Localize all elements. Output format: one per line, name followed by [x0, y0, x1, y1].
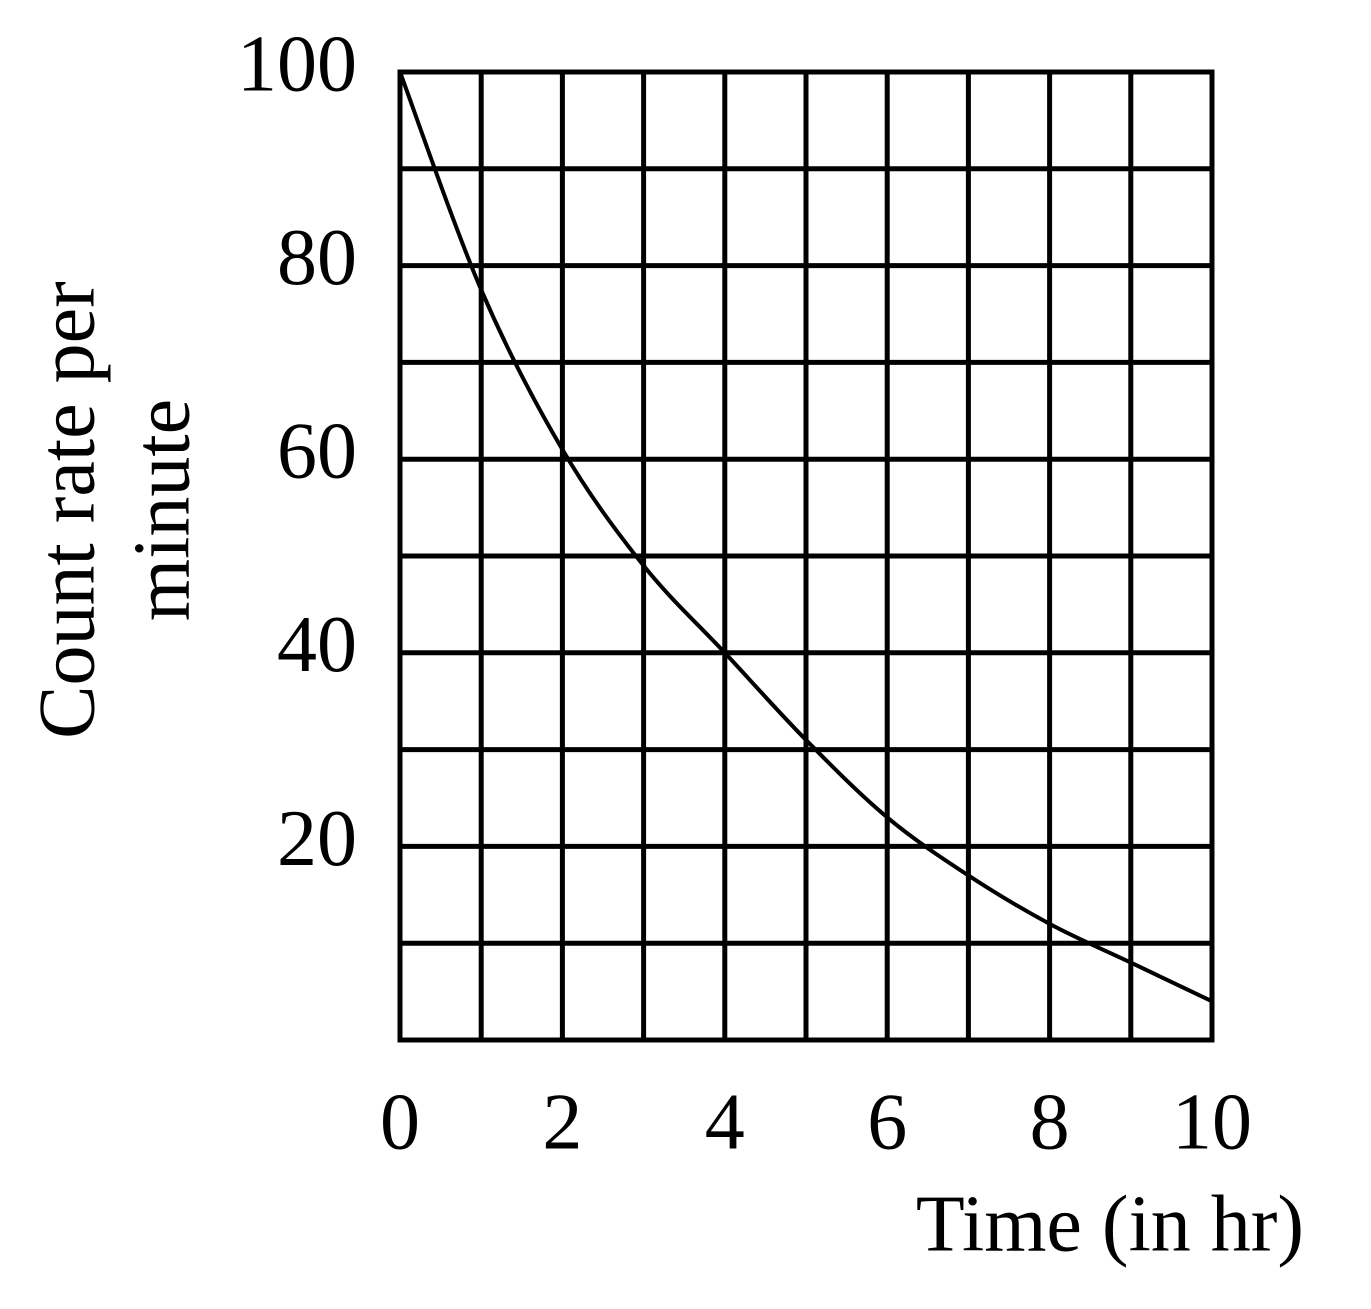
x-axis-label: Time (in hr): [916, 1180, 1304, 1268]
y-tick-label: 40: [277, 601, 357, 689]
y-axis-label-line: Count rate per: [23, 281, 111, 739]
line: [398, 71, 1213, 1004]
y-tick-label: 20: [277, 795, 357, 883]
y-tick-label: 80: [277, 214, 357, 302]
x-tick-label: 8: [1030, 1078, 1070, 1166]
x-tick-label: 10: [1172, 1078, 1252, 1166]
x-tick-label: 2: [542, 1078, 582, 1166]
y-axis-label: Count rate per minute: [23, 281, 206, 739]
x-tick-label: 6: [867, 1078, 907, 1166]
y-tick-label: 100: [237, 20, 357, 108]
x-tick-label: 4: [705, 1078, 745, 1166]
y-axis-label-line: minute: [118, 399, 206, 621]
y-tick-label: 60: [277, 408, 357, 496]
x-tick-label: 0: [380, 1078, 420, 1166]
